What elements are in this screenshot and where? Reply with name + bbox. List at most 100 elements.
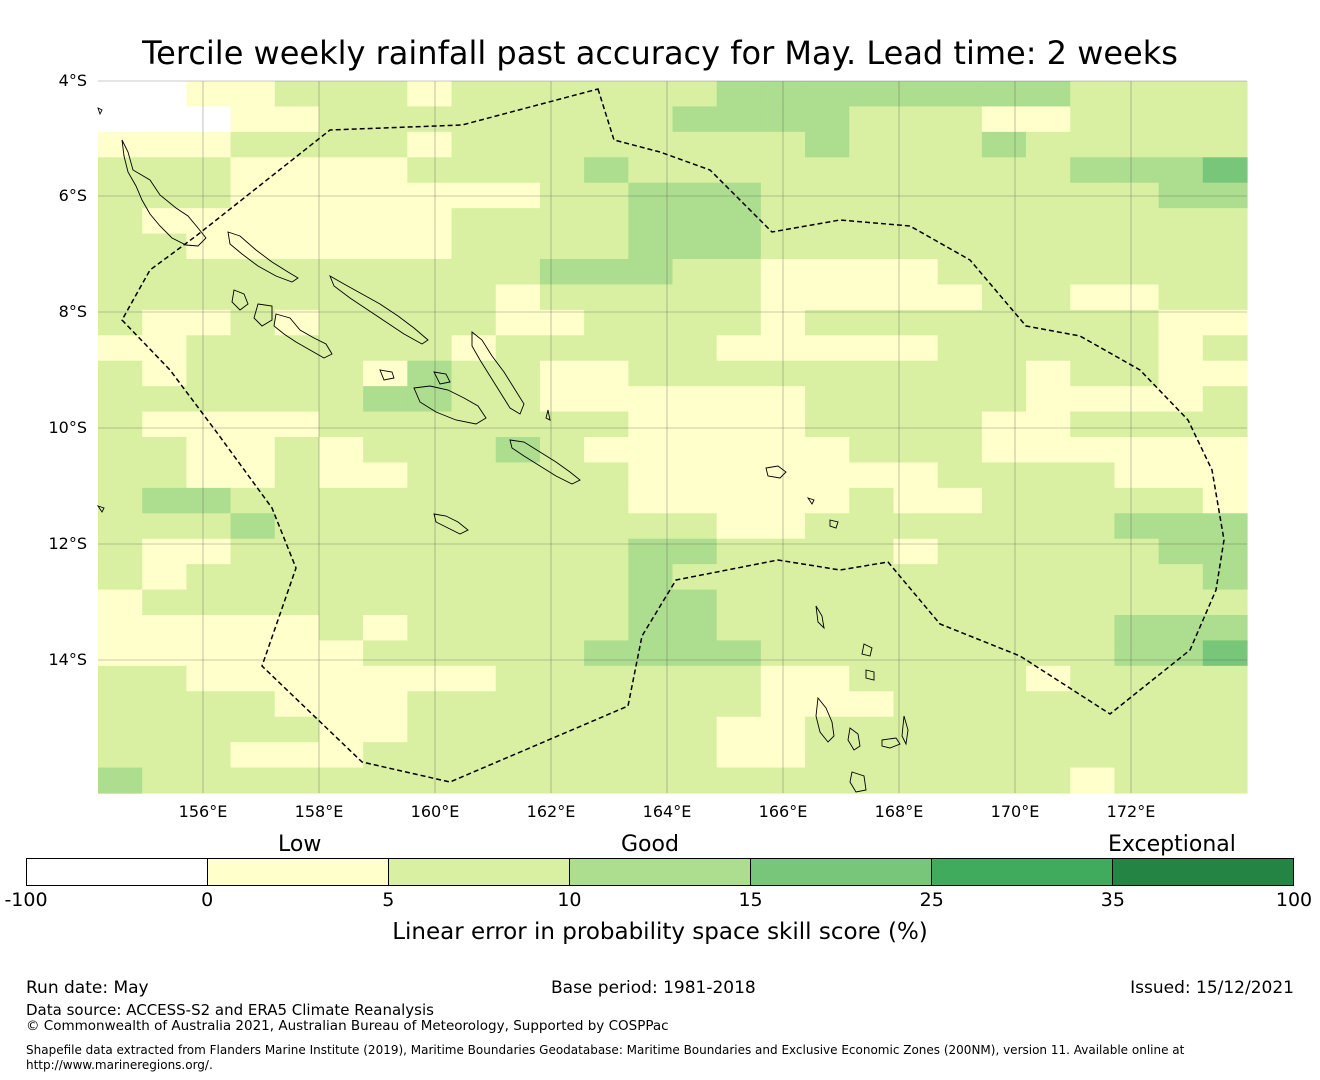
island-new-georgia-b [253, 303, 273, 327]
grid-cell [142, 513, 187, 540]
grid-cell [98, 716, 143, 743]
grid-cell [1114, 640, 1160, 667]
grid-cell [981, 742, 1027, 769]
grid-cell [142, 691, 187, 718]
grid-cell [805, 462, 850, 489]
grid-cell [893, 487, 939, 514]
longitude-tick-label: 162°E [526, 802, 576, 821]
grid-cell [407, 106, 453, 133]
colorbar-tick-label: 0 [201, 889, 214, 911]
grid-cell [716, 716, 762, 743]
grid-cell [98, 208, 143, 235]
grid-cell [584, 615, 629, 642]
grid-cell [981, 208, 1027, 235]
grid-cell [981, 360, 1027, 387]
grid-cell [230, 640, 276, 667]
grid-cell [407, 538, 453, 565]
grid-cell [1158, 742, 1204, 769]
grid-cell [318, 386, 364, 413]
grid-cell [1026, 233, 1071, 260]
graticule [98, 80, 1247, 793]
grid-cell [716, 640, 762, 667]
grid-cell [98, 360, 143, 387]
grid-cell [1114, 437, 1160, 464]
grid-cell [937, 742, 983, 769]
grid-cell [451, 487, 497, 514]
grid-cell [849, 131, 895, 158]
grid-cell [1158, 462, 1204, 489]
grid-cell [805, 742, 850, 769]
grid-cell [584, 437, 629, 464]
grid-cell [672, 487, 718, 514]
grid-cell [495, 462, 541, 489]
grid-cell [805, 716, 850, 743]
grid-cell [937, 538, 983, 565]
grid-cell [230, 513, 276, 540]
grid-cell [142, 233, 187, 260]
grid-cell [1202, 538, 1248, 565]
grid-cell [318, 81, 364, 108]
grid-cell [1070, 360, 1116, 387]
grid-cell [893, 106, 939, 133]
colorbar-segment [751, 859, 932, 885]
grid-cell [318, 411, 364, 438]
grid-cell [981, 157, 1027, 184]
grid-cell [716, 106, 762, 133]
grid-cell [628, 589, 674, 616]
grid-cell [805, 106, 850, 133]
grid-cell [539, 538, 585, 565]
grid-cell [584, 665, 629, 692]
grid-cell [981, 564, 1027, 591]
grid-cell [186, 437, 232, 464]
grid-cell [937, 564, 983, 591]
grid-cell [186, 335, 232, 362]
grid-cell [1114, 513, 1160, 540]
grid-cell [451, 259, 497, 286]
grid-cell [274, 691, 320, 718]
island-torres [815, 605, 825, 630]
grid-cell [805, 437, 850, 464]
grid-cell [451, 131, 497, 158]
grid-cell [584, 538, 629, 565]
grid-cell [981, 259, 1027, 286]
grid-cell [495, 309, 541, 336]
grid-cell [98, 513, 143, 540]
latitude-tick-label: 6°S [58, 186, 87, 205]
colorbar-tick-label: 10 [557, 889, 582, 911]
grid-cell [1158, 487, 1204, 514]
grid-cell [584, 462, 629, 489]
grid-cell [716, 411, 762, 438]
grid-cell [1202, 487, 1248, 514]
grid-cell [363, 564, 408, 591]
island-ambae [861, 643, 873, 657]
grid-cell [186, 81, 232, 108]
grid-cell [495, 259, 541, 286]
grid-cell [1158, 284, 1204, 311]
grid-cell [98, 131, 143, 158]
grid-cell [274, 411, 320, 438]
grid-cell [981, 106, 1027, 133]
grid-cell [1026, 386, 1071, 413]
grid-cell [451, 742, 497, 769]
grid-cell [451, 665, 497, 692]
grid-cell [539, 259, 585, 286]
grid-cell [539, 284, 585, 311]
grid-cell [451, 157, 497, 184]
grid-cell [1114, 742, 1160, 769]
grid-cell [363, 259, 408, 286]
grid-cell [451, 360, 497, 387]
grid-cell [539, 386, 585, 413]
grid-cell [230, 335, 276, 362]
grid-cell [937, 462, 983, 489]
grid-cell [363, 157, 408, 184]
grid-cell [628, 335, 674, 362]
grid-cell [672, 640, 718, 667]
grid-cell [318, 538, 364, 565]
grid-cell [628, 767, 674, 794]
grid-cell [937, 81, 983, 108]
grid-cell [142, 564, 187, 591]
colorbar-tick-label: 35 [1100, 889, 1125, 911]
grid-cell [672, 106, 718, 133]
grid-cell [672, 386, 718, 413]
grid-cell [1114, 411, 1160, 438]
